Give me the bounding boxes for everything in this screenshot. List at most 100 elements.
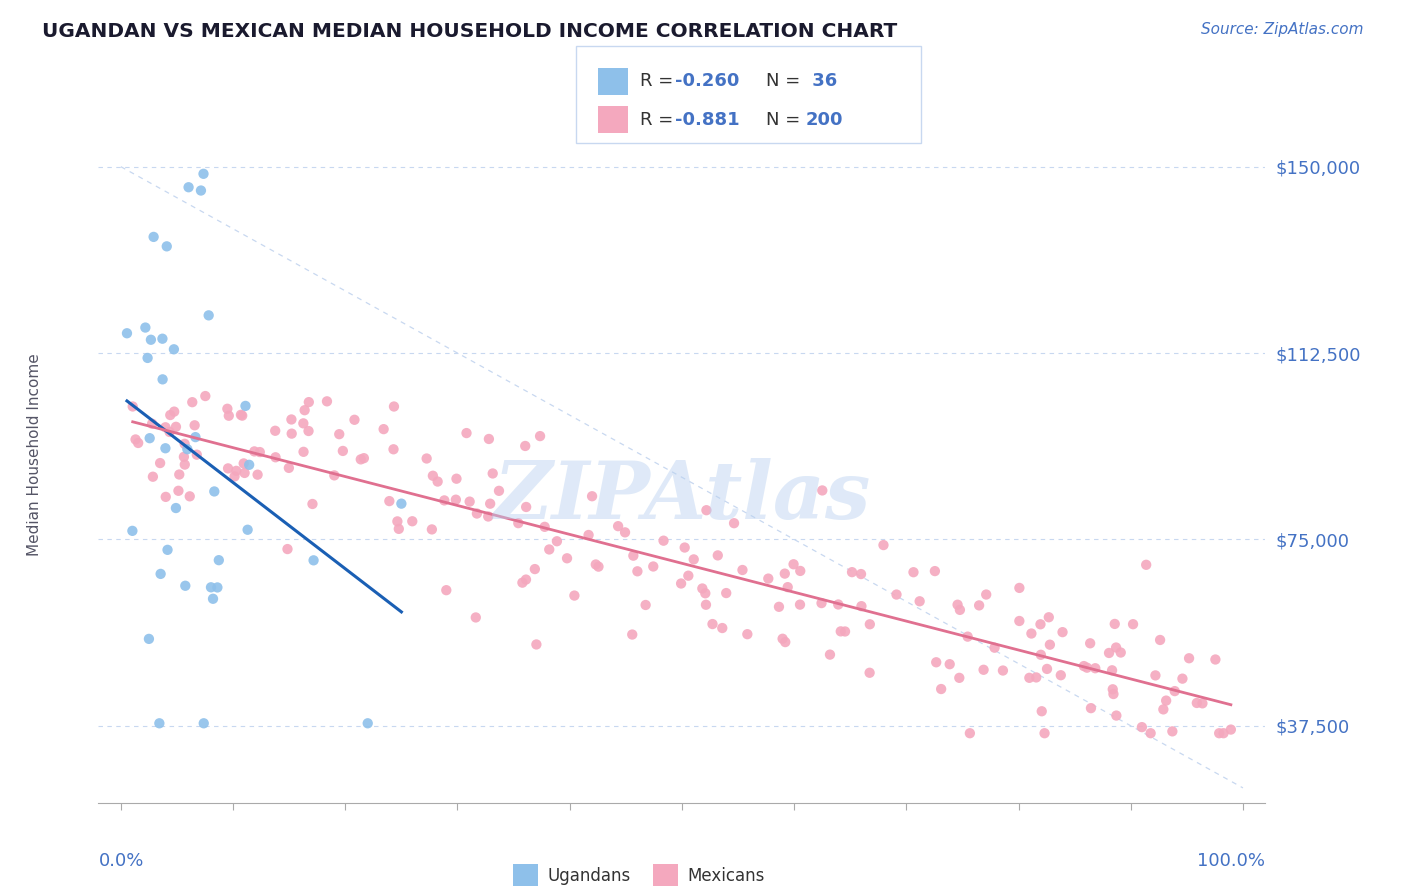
Point — [614, 525, 637, 540]
Point — [1130, 720, 1153, 734]
Point — [1052, 625, 1074, 640]
Point — [186, 448, 208, 462]
Point — [538, 542, 561, 557]
Point — [115, 326, 138, 341]
Point — [173, 450, 195, 464]
Point — [218, 409, 240, 423]
Point — [277, 461, 299, 475]
Point — [1021, 626, 1043, 640]
Point — [388, 522, 411, 536]
Point — [481, 467, 503, 481]
Text: N =: N = — [766, 72, 806, 90]
Point — [350, 452, 373, 467]
Point — [477, 509, 499, 524]
Point — [184, 430, 207, 444]
Point — [236, 523, 259, 537]
Point — [152, 372, 174, 386]
Point — [678, 568, 700, 582]
Point — [1122, 617, 1144, 632]
Point — [353, 451, 375, 466]
Point — [148, 716, 170, 731]
Point — [332, 444, 354, 458]
Point — [378, 494, 401, 508]
Point — [523, 562, 546, 576]
Point — [200, 580, 222, 594]
Text: R =: R = — [640, 111, 679, 128]
Point — [488, 483, 510, 498]
Point — [202, 591, 225, 606]
Point — [634, 598, 657, 612]
Point — [422, 468, 444, 483]
Point — [149, 456, 172, 470]
Point — [139, 333, 162, 347]
Text: 36: 36 — [806, 72, 837, 90]
Point — [1105, 640, 1128, 655]
Point — [434, 583, 457, 598]
Point — [555, 551, 578, 566]
Point — [515, 573, 537, 587]
Point — [1073, 659, 1095, 673]
Point — [224, 469, 246, 483]
Point — [138, 632, 160, 646]
Point — [479, 497, 502, 511]
Point — [179, 489, 201, 503]
Point — [731, 563, 754, 577]
Point — [165, 420, 187, 434]
Point — [1139, 726, 1161, 740]
Point — [1135, 558, 1157, 572]
Point — [202, 484, 225, 499]
Point — [243, 444, 266, 458]
Point — [692, 582, 714, 596]
Text: -0.881: -0.881 — [675, 111, 740, 128]
Point — [626, 564, 648, 578]
Point — [886, 588, 908, 602]
Point — [465, 507, 488, 521]
Point — [426, 475, 449, 489]
Point — [673, 541, 696, 555]
Point — [607, 519, 630, 533]
Point — [1152, 702, 1174, 716]
Point — [292, 417, 315, 431]
Point — [163, 343, 186, 357]
Point — [1185, 696, 1208, 710]
Point — [155, 420, 177, 434]
Point — [301, 497, 323, 511]
Point — [1204, 652, 1226, 666]
Point — [176, 442, 198, 457]
Point — [959, 726, 981, 740]
Point — [1018, 671, 1040, 685]
Point — [1102, 687, 1125, 701]
Point — [1101, 663, 1123, 677]
Point — [585, 558, 607, 572]
Point — [652, 533, 675, 548]
Point — [827, 598, 849, 612]
Text: Median Household Income: Median Household Income — [27, 353, 42, 557]
Point — [159, 425, 181, 439]
Point — [464, 610, 486, 624]
Point — [529, 429, 551, 443]
Text: ZIPAtlas: ZIPAtlas — [494, 458, 870, 535]
Text: Ugandans: Ugandans — [548, 867, 631, 885]
Point — [723, 516, 745, 531]
Point — [1149, 632, 1171, 647]
Point — [142, 469, 165, 483]
Point — [138, 431, 160, 445]
Point — [588, 559, 610, 574]
Point — [1109, 646, 1132, 660]
Point — [973, 663, 995, 677]
Point — [818, 648, 841, 662]
Point — [456, 426, 478, 441]
Text: R =: R = — [640, 72, 679, 90]
Point — [238, 458, 260, 472]
Point — [903, 565, 925, 579]
Point — [782, 558, 804, 572]
Point — [849, 567, 872, 582]
Point — [155, 490, 177, 504]
Point — [149, 566, 172, 581]
Point — [1038, 610, 1060, 624]
Point — [1219, 723, 1241, 737]
Point — [772, 632, 794, 646]
Point — [1098, 646, 1121, 660]
Point — [382, 442, 405, 457]
Point — [194, 389, 217, 403]
